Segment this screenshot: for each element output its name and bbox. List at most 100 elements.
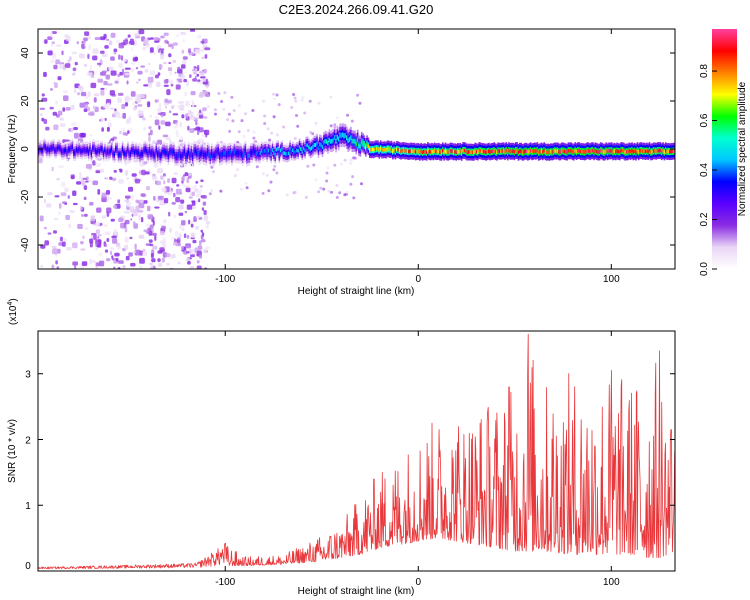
noise-mark <box>148 136 151 142</box>
signal-mark <box>75 147 78 152</box>
noise-mark <box>50 32 53 38</box>
noise-mark <box>132 57 138 62</box>
noise-mark <box>116 257 119 262</box>
noise-mark <box>172 113 179 116</box>
noise-mark <box>50 59 55 63</box>
signal-mark <box>144 147 147 152</box>
noise-mark <box>53 218 59 221</box>
noise-mark <box>134 33 140 37</box>
signal-mark <box>343 133 345 139</box>
noise-mark <box>56 266 60 269</box>
signal-mark <box>65 148 67 152</box>
noise-mark <box>76 41 79 45</box>
signal-mark <box>610 148 613 153</box>
noise-mark <box>170 105 176 108</box>
signal-mark <box>548 150 551 155</box>
y-tick-label: 1 <box>25 501 31 512</box>
noise-mark <box>80 241 84 245</box>
noise-mark <box>173 192 176 198</box>
noise-mark <box>171 177 177 184</box>
noise-mark <box>143 127 146 131</box>
signal-mark <box>589 149 591 154</box>
noise-mark <box>173 126 179 129</box>
noise-mark <box>104 117 107 121</box>
signal-mark <box>602 150 605 154</box>
signal-mark <box>104 148 106 153</box>
signal-mark <box>359 144 362 149</box>
x-tick-label: 100 <box>603 577 620 588</box>
signal-mark <box>70 146 72 150</box>
signal-mark <box>66 151 68 155</box>
noise-mark <box>71 51 77 55</box>
noise-mark <box>71 127 74 133</box>
noise-mark <box>193 66 197 69</box>
noise-mark <box>55 59 60 65</box>
noise-mark <box>124 236 129 243</box>
signal-mark <box>427 148 429 153</box>
colorbar-tick-label: 0.6 <box>699 113 710 127</box>
noise-mark <box>199 109 202 114</box>
signal-mark <box>190 151 193 156</box>
signal-mark <box>97 148 100 152</box>
signal-mark <box>454 149 456 154</box>
signal-mark <box>123 150 125 155</box>
signal-mark <box>629 149 632 154</box>
signal-mark <box>632 150 635 154</box>
noise-mark <box>277 103 281 107</box>
signal-mark <box>246 154 248 159</box>
noise-mark <box>177 261 181 265</box>
noise-mark <box>113 169 117 173</box>
noise-mark <box>88 112 94 116</box>
noise-mark <box>140 65 146 68</box>
noise-mark <box>206 94 210 98</box>
noise-mark <box>137 110 144 117</box>
noise-mark <box>160 35 165 39</box>
noise-mark <box>149 47 154 53</box>
signal-mark <box>147 151 149 156</box>
signal-mark <box>477 150 479 154</box>
noise-mark <box>180 136 183 141</box>
signal-mark <box>642 149 644 153</box>
signal-mark <box>231 153 233 158</box>
signal-mark <box>244 148 247 154</box>
noise-mark <box>173 214 176 218</box>
noise-mark <box>137 104 143 107</box>
noise-mark <box>353 156 357 160</box>
noise-mark <box>110 138 115 142</box>
noise-mark <box>162 134 169 138</box>
noise-mark <box>113 204 118 209</box>
snr-panel: -100 0 100 0 1 2 3 Height of straight line (k… <box>7 298 676 597</box>
noise-mark <box>148 215 153 220</box>
signal-mark <box>63 149 66 153</box>
signal-mark <box>197 150 199 155</box>
noise-mark <box>115 39 120 44</box>
noise-mark <box>49 88 53 91</box>
noise-mark <box>147 101 151 108</box>
noise-mark <box>185 113 189 119</box>
signal-mark <box>135 149 137 153</box>
signal-mark <box>296 148 298 153</box>
colorbar-tick-label: 0.0 <box>699 262 710 276</box>
signal-mark <box>305 143 308 148</box>
noise-mark <box>290 106 294 109</box>
signal-mark <box>363 142 366 147</box>
noise-mark <box>98 64 101 67</box>
noise-mark <box>91 260 97 263</box>
noise-mark <box>163 32 169 36</box>
signal-mark <box>623 149 625 153</box>
noise-mark <box>138 202 145 209</box>
noise-mark <box>51 43 53 47</box>
signal-mark <box>201 149 204 155</box>
noise-mark <box>145 223 150 228</box>
signal-mark <box>189 153 191 158</box>
noise-mark <box>137 70 143 75</box>
signal-mark <box>570 148 572 153</box>
signal-mark <box>217 149 220 154</box>
noise-mark <box>104 45 109 49</box>
snr-y-label: SNR (10 * v/v) <box>7 419 18 483</box>
noise-mark <box>237 130 241 134</box>
signal-mark <box>609 149 612 153</box>
noise-mark <box>185 243 191 249</box>
noise-mark <box>142 251 148 257</box>
noise-mark <box>55 260 58 265</box>
